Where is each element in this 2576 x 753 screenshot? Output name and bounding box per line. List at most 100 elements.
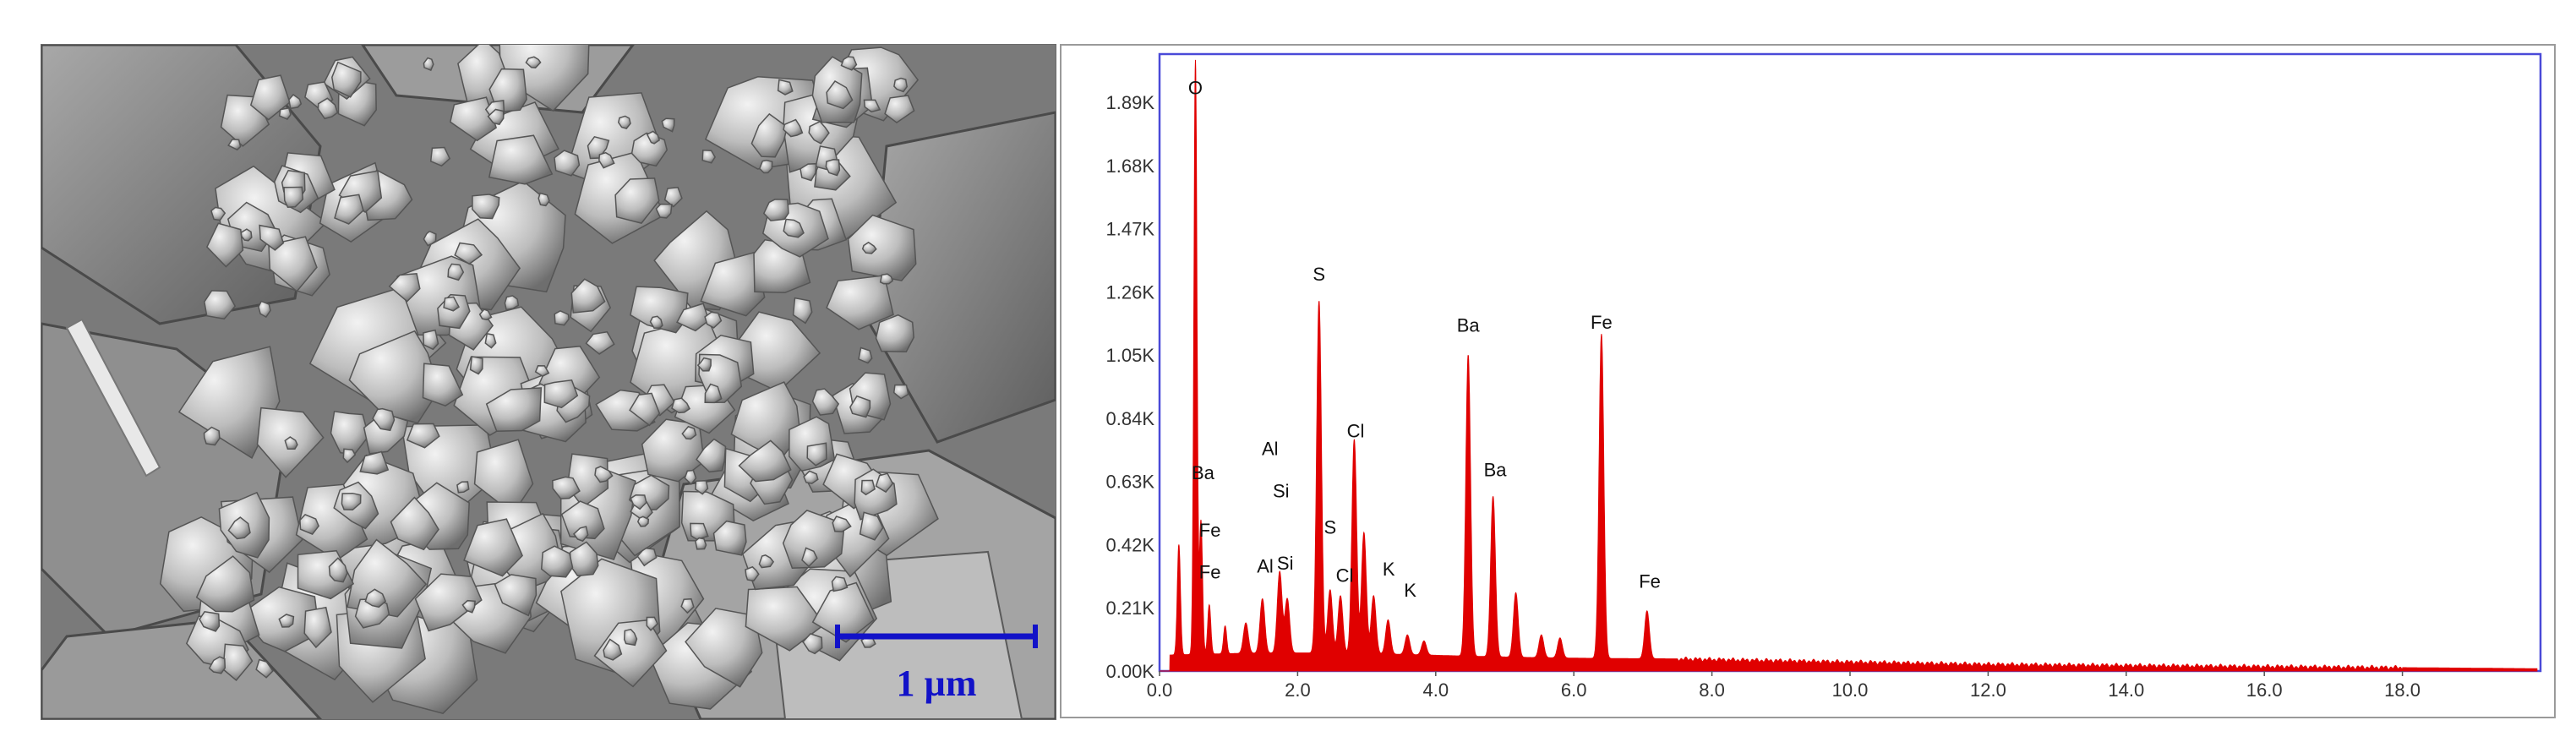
sem-particle xyxy=(487,108,505,126)
x-tick-label: 0.0 xyxy=(1147,679,1173,701)
sem-particle xyxy=(554,309,570,326)
y-tick-label: 0.21K xyxy=(1106,597,1155,619)
y-axis: 0.00K 0.21K 0.42K 0.63K 0.84K 1.05K 1.26K 1.47K… xyxy=(1106,92,1155,682)
sem-particle xyxy=(680,597,695,614)
sem-particle xyxy=(598,151,615,169)
sem-particle xyxy=(636,547,658,567)
sem-particle xyxy=(341,492,362,511)
sem-particle xyxy=(461,599,476,614)
sem-particle xyxy=(704,383,723,404)
sem-particle xyxy=(630,286,689,334)
y-tick-label: 0.84K xyxy=(1106,408,1155,429)
sem-particle xyxy=(860,479,876,496)
sem-particle xyxy=(826,80,854,110)
sem-particle xyxy=(299,514,319,536)
sem-particle xyxy=(363,412,409,455)
sem-particle xyxy=(681,425,697,440)
eds-spectrum-chart: 0.0 2.0 4.0 6.0 8.0 10.0 12.0 14.0 16.0 18.0 0.00… xyxy=(1106,52,2542,701)
sem-particle xyxy=(423,329,439,351)
sem-particle xyxy=(560,500,605,540)
sem-particle xyxy=(777,79,794,95)
sem-particle xyxy=(288,93,303,110)
peak-label: Ba xyxy=(1457,315,1481,336)
sem-particle xyxy=(504,295,520,311)
peak-label: Al xyxy=(1262,439,1279,460)
x-tick-label: 4.0 xyxy=(1423,679,1449,701)
y-tick-label: 0.63K xyxy=(1106,472,1155,493)
y-tick-label: 0.42K xyxy=(1106,534,1155,555)
sem-particle xyxy=(485,387,543,432)
sem-particle xyxy=(177,346,281,459)
sem-particle xyxy=(499,45,590,112)
sem-particle xyxy=(738,439,792,483)
sem-particle xyxy=(372,407,396,432)
y-tick-label: 1.89K xyxy=(1106,92,1155,113)
scale-bar: 1 µm xyxy=(835,625,1038,704)
sem-particle xyxy=(195,555,255,613)
sem-particle xyxy=(783,218,805,238)
sem-micrograph: 1 µm xyxy=(41,44,1056,720)
sem-particle xyxy=(745,565,760,582)
sem-particle xyxy=(803,470,819,484)
sem-particle xyxy=(661,117,675,133)
peak-label: Al xyxy=(1257,556,1274,577)
sem-particle xyxy=(808,120,830,145)
x-tick-label: 8.0 xyxy=(1699,679,1725,701)
sem-particle xyxy=(875,314,914,352)
sem-particle xyxy=(456,481,470,494)
sem-particle xyxy=(676,303,710,332)
peak-label: S xyxy=(1313,264,1325,285)
sem-particle xyxy=(614,177,660,224)
sem-particle xyxy=(278,614,295,628)
sem-particle xyxy=(449,96,497,142)
sem-particle xyxy=(861,241,877,254)
sem-particle xyxy=(892,384,909,400)
sem-particle xyxy=(258,300,271,319)
sem-particle xyxy=(478,308,493,321)
sem-particle xyxy=(240,228,253,242)
peak-label: Si xyxy=(1277,553,1294,574)
sem-particle xyxy=(540,545,574,578)
sem-particle xyxy=(278,107,292,121)
sem-particle xyxy=(390,496,439,551)
sem-particle xyxy=(758,159,773,174)
x-tick-label: 18.0 xyxy=(2384,679,2420,701)
sem-particle xyxy=(623,628,638,647)
sem-particle xyxy=(893,77,908,93)
y-tick-label: 0.00K xyxy=(1106,661,1155,682)
sem-particle xyxy=(268,236,318,292)
peak-label: Fe xyxy=(1591,312,1613,333)
peak-label: Si xyxy=(1273,481,1290,502)
sem-particle xyxy=(762,199,789,221)
sem-particle xyxy=(694,537,707,550)
sem-particle xyxy=(573,526,589,543)
sem-particle xyxy=(364,588,387,608)
sem-particle xyxy=(334,194,364,225)
sem-particle xyxy=(259,224,285,251)
sem-particle xyxy=(423,230,437,247)
sem-particle xyxy=(745,586,826,652)
sem-particle xyxy=(388,272,421,303)
sem-particle xyxy=(443,296,460,312)
sem-particle xyxy=(469,356,483,375)
sem-particle xyxy=(543,379,579,409)
spectrum-area xyxy=(1160,59,2538,672)
sem-particle xyxy=(811,388,840,416)
sem-particle xyxy=(879,273,894,285)
sem-particle xyxy=(712,520,747,556)
sem-particle xyxy=(447,263,465,281)
sem-particle xyxy=(249,74,291,121)
sem-particle xyxy=(203,426,221,446)
peak-label: Cl xyxy=(1347,420,1365,441)
sem-particle xyxy=(655,203,673,219)
sem-particle xyxy=(649,315,663,329)
sem-particle xyxy=(422,363,464,407)
sem-particle xyxy=(423,57,434,72)
plot-frame xyxy=(1158,52,2542,673)
y-tick-label: 1.26K xyxy=(1106,281,1155,303)
sem-particle xyxy=(863,99,881,113)
peak-label: K xyxy=(1404,580,1416,601)
sem-particle xyxy=(840,56,858,71)
sem-particle xyxy=(199,610,221,632)
